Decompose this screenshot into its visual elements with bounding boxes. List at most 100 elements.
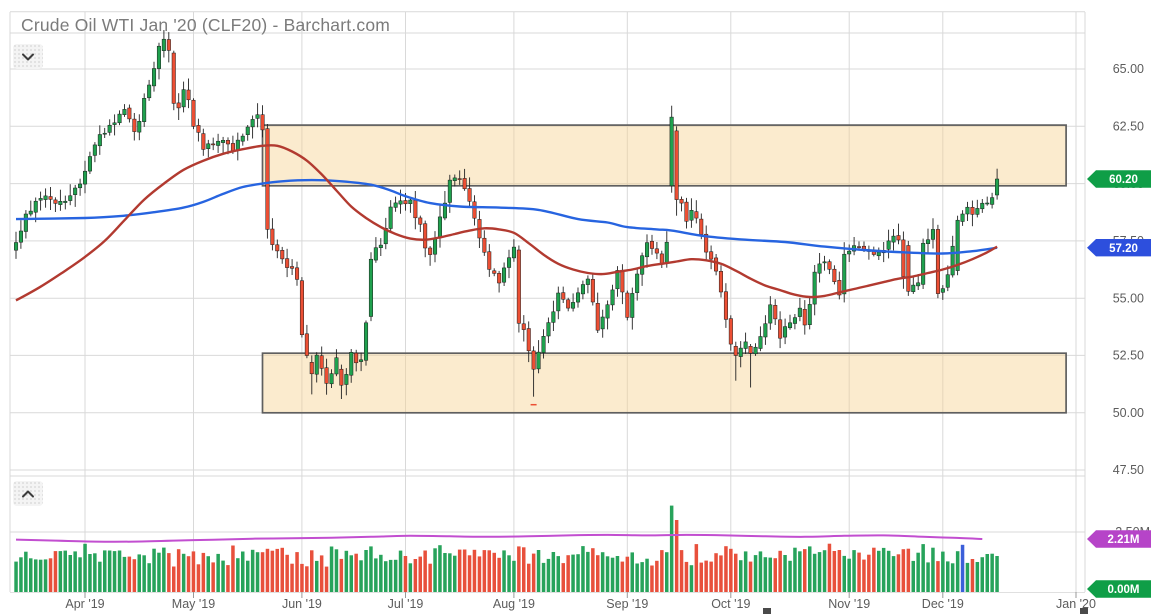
badge-volume-last-shape bbox=[1087, 580, 1151, 598]
candle bbox=[73, 187, 78, 195]
candle bbox=[127, 107, 132, 120]
volume-bar bbox=[600, 552, 605, 592]
grid-layer bbox=[9, 11, 1086, 593]
volume-bar bbox=[901, 549, 906, 592]
volume-bar bbox=[832, 551, 837, 592]
volume-bar bbox=[803, 549, 807, 592]
candle bbox=[891, 235, 896, 243]
candle bbox=[502, 267, 507, 283]
candle bbox=[738, 347, 743, 357]
volume-bar bbox=[605, 556, 610, 592]
candle bbox=[551, 311, 556, 323]
volume-bar bbox=[586, 551, 590, 592]
price-tick-label: 52.50 bbox=[1113, 349, 1144, 363]
candle bbox=[349, 352, 354, 376]
volume-bar bbox=[724, 546, 728, 592]
candle bbox=[398, 200, 403, 205]
candle bbox=[704, 233, 709, 253]
volume-bar bbox=[492, 552, 496, 592]
candle bbox=[802, 309, 807, 326]
volume-bar bbox=[443, 553, 447, 592]
volume-bar bbox=[315, 560, 319, 592]
candle bbox=[280, 250, 285, 260]
candle bbox=[842, 253, 847, 295]
volume-bar bbox=[822, 550, 827, 592]
volume-bar bbox=[847, 558, 851, 592]
candle bbox=[423, 223, 428, 249]
volume-bar bbox=[186, 556, 191, 592]
candle bbox=[886, 240, 891, 250]
scroll-handle[interactable] bbox=[763, 608, 771, 614]
candle bbox=[413, 200, 418, 219]
volume-bar bbox=[665, 552, 669, 592]
volume-bar bbox=[359, 560, 363, 592]
candle bbox=[526, 328, 531, 352]
scroll-handle[interactable] bbox=[1080, 608, 1088, 614]
volume-bar bbox=[699, 562, 703, 592]
candle bbox=[837, 280, 842, 296]
volume-bar bbox=[354, 553, 358, 592]
volume-bar bbox=[536, 550, 541, 592]
volume-bar bbox=[319, 555, 324, 592]
price-tick-label: 47.50 bbox=[1113, 463, 1144, 477]
volume-bar bbox=[379, 554, 383, 592]
candle bbox=[783, 326, 788, 338]
candle bbox=[354, 352, 359, 364]
volume-bar bbox=[137, 554, 141, 592]
month-label: Jun '19 bbox=[282, 597, 322, 611]
volume-bar bbox=[462, 549, 467, 592]
volume-bar bbox=[339, 558, 344, 592]
volume-bar bbox=[231, 545, 235, 592]
month-label: Apr '19 bbox=[65, 597, 104, 611]
candle bbox=[191, 99, 196, 127]
chevron-up-icon bbox=[22, 490, 34, 497]
volume-bar bbox=[546, 558, 551, 592]
candle bbox=[773, 305, 778, 320]
volume-bar bbox=[265, 548, 270, 592]
candle bbox=[161, 38, 166, 51]
candle bbox=[319, 355, 324, 369]
candle bbox=[980, 202, 985, 210]
volume-bar bbox=[48, 558, 53, 592]
zones-layer bbox=[261, 124, 1067, 414]
volume-bar bbox=[34, 559, 38, 592]
volume-pane-expand-button[interactable] bbox=[13, 481, 43, 506]
candle bbox=[102, 132, 107, 135]
volume-bar bbox=[344, 550, 349, 592]
candle bbox=[240, 135, 245, 142]
candle bbox=[250, 119, 255, 128]
volume-bar bbox=[798, 551, 802, 592]
candle bbox=[359, 359, 364, 362]
candle bbox=[245, 126, 250, 135]
candle bbox=[393, 202, 398, 208]
candle bbox=[206, 143, 211, 149]
volume-bar bbox=[610, 557, 615, 592]
price-tick-label: 65.00 bbox=[1113, 62, 1144, 76]
volume-bar bbox=[176, 549, 181, 592]
candle bbox=[960, 213, 965, 222]
candle bbox=[788, 322, 793, 329]
volume-bar bbox=[191, 551, 196, 592]
candle bbox=[152, 68, 157, 87]
volume-bar bbox=[329, 546, 334, 592]
volume-bar bbox=[852, 550, 856, 592]
volume-bar bbox=[53, 551, 58, 592]
candle bbox=[911, 284, 916, 292]
volume-bar bbox=[946, 561, 950, 592]
candle bbox=[53, 199, 58, 204]
volume-bar bbox=[270, 550, 275, 592]
volume-bar bbox=[625, 556, 630, 592]
volume-bar bbox=[423, 550, 427, 592]
candle bbox=[482, 237, 487, 253]
candle bbox=[23, 213, 28, 232]
volume-bar bbox=[201, 552, 206, 592]
candle bbox=[990, 197, 995, 205]
candle bbox=[812, 271, 817, 305]
candle bbox=[329, 373, 334, 385]
candle bbox=[901, 239, 906, 277]
price-pane-collapse-button[interactable] bbox=[13, 44, 43, 69]
candle bbox=[275, 244, 280, 252]
candle bbox=[940, 288, 945, 293]
month-label: Jul '19 bbox=[388, 597, 424, 611]
candle bbox=[847, 250, 852, 255]
